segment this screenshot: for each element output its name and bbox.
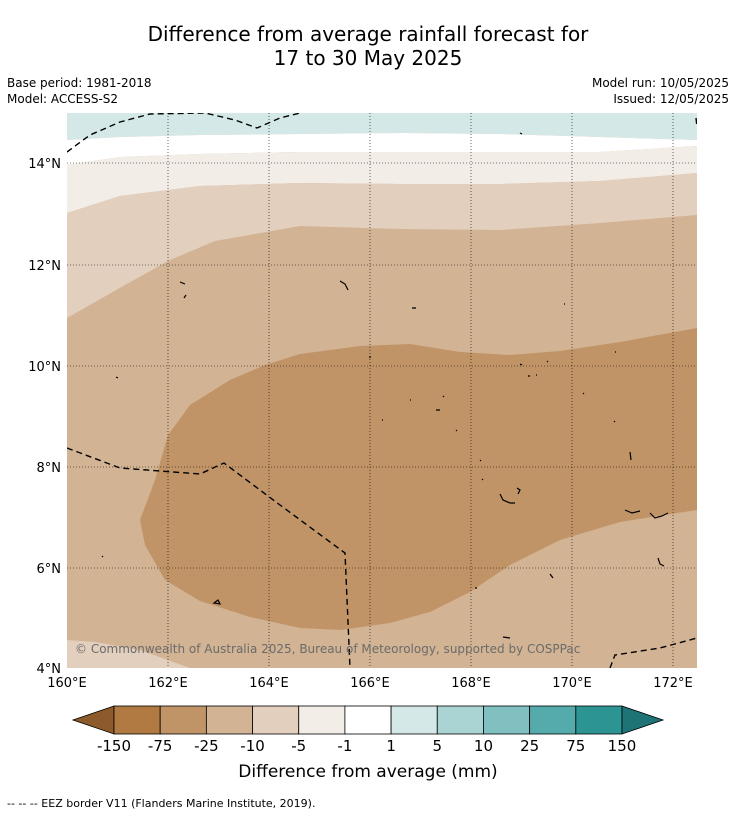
- colorbar-tick-label: -1: [337, 737, 352, 755]
- issued-date: Issued: 12/05/2025: [613, 92, 729, 106]
- lon-label-170e: 170°E: [552, 676, 592, 691]
- colorbar-box: [298, 705, 346, 735]
- colorbar: -150 -75 -25 -10 -5 -1 1 5 10 25 75 150: [71, 705, 665, 755]
- band-neg25-neg10: [140, 328, 697, 630]
- eez-border-legend: -- -- -- EEZ border V11 (Flanders Marine…: [7, 797, 316, 810]
- colorbar-tick-label: 5: [432, 737, 442, 755]
- lon-label-168e: 168°E: [451, 676, 491, 691]
- copyright-notice: © Commonwealth of Australia 2025, Bureau…: [75, 642, 580, 656]
- colorbar-tick-label: 10: [474, 737, 493, 755]
- longitude-labels: 160°E 162°E 164°E 166°E 168°E 170°E 172°…: [47, 676, 693, 691]
- colorbar-tick-label: -10: [240, 737, 265, 755]
- colorbar-arrow-high: [621, 705, 665, 735]
- base-period: Base period: 1981-2018: [7, 76, 152, 90]
- band-neg1-1: [67, 146, 697, 213]
- colorbar-tick-label: -25: [194, 737, 219, 755]
- title-line-1: Difference from average rainfall forecas…: [147, 22, 589, 46]
- colorbar-box: [252, 705, 300, 735]
- lon-label-160e: 160°E: [47, 676, 87, 691]
- lon-label-162e: 162°E: [148, 676, 188, 691]
- lat-label-10n: 10°N: [28, 360, 61, 375]
- model-name: Model: ACCESS-S2: [7, 92, 119, 106]
- band-bottom-left: [67, 640, 190, 668]
- rainfall-anomaly-field: [67, 113, 697, 668]
- colorbar-box: [529, 705, 577, 735]
- band-1-5: [67, 133, 697, 165]
- latitude-labels: 14°N 12°N 10°N 8°N 6°N 4°N: [28, 157, 61, 677]
- colorbar-box: [205, 705, 253, 735]
- lat-label-14n: 14°N: [28, 157, 61, 172]
- eez-borders: [67, 113, 697, 668]
- lon-label-164e: 164°E: [249, 676, 289, 691]
- colorbar-tick-label: 75: [566, 737, 585, 755]
- colorbar-box: [575, 705, 623, 735]
- colorbar-box: [390, 705, 438, 735]
- colorbar-box: [113, 705, 161, 735]
- meta-right: Model run: 10/05/2025 Issued: 12/05/2025: [592, 75, 729, 107]
- colorbar-tick-label: -5: [291, 737, 306, 755]
- colorbar-tick-label: 25: [520, 737, 539, 755]
- colorbar-tick-label: -75: [148, 737, 173, 755]
- lat-label-4n: 4°N: [37, 662, 62, 677]
- colorbar-box: [436, 705, 484, 735]
- colorbar-box: [344, 705, 392, 735]
- model-run: Model run: 10/05/2025: [591, 76, 729, 90]
- band-neg5-neg1: [67, 173, 697, 318]
- title-line-2: 17 to 30 May 2025: [273, 46, 463, 70]
- meta-left: Base period: 1981-2018 Model: ACCESS-S2: [7, 75, 152, 107]
- map-title: Difference from average rainfall forecas…: [0, 22, 736, 70]
- graticule: [67, 113, 697, 668]
- lat-label-6n: 6°N: [37, 562, 62, 577]
- lon-label-166e: 166°E: [350, 676, 390, 691]
- colorbar-arrow-low: [71, 705, 115, 735]
- colorbar-box: [483, 705, 531, 735]
- colorbar-tick-label: -150: [97, 737, 131, 755]
- lon-label-172e: 172°E: [653, 676, 693, 691]
- colorbar-title: Difference from average (mm): [238, 762, 498, 782]
- colorbar-tick-label: 1: [386, 737, 396, 755]
- lat-label-8n: 8°N: [37, 461, 62, 476]
- islands: [101, 132, 669, 639]
- band-10-25: [67, 113, 697, 140]
- lat-label-12n: 12°N: [28, 259, 61, 274]
- colorbar-box: [159, 705, 207, 735]
- colorbar-tick-label: 150: [608, 737, 637, 755]
